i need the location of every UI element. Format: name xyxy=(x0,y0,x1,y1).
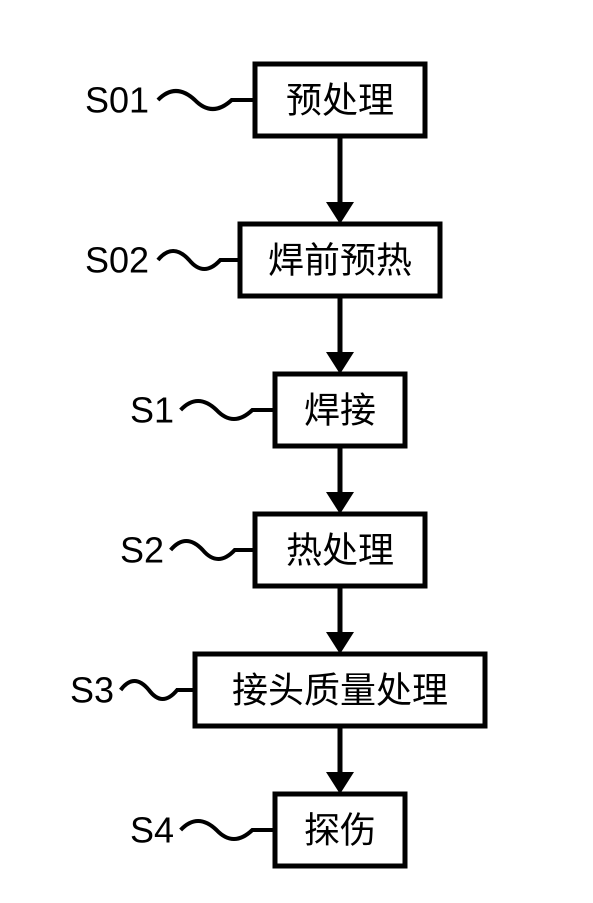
flow-node-S4: 探伤 xyxy=(275,794,405,866)
side-label-text: S4 xyxy=(130,810,174,851)
side-label-text: S2 xyxy=(120,530,164,571)
flow-node-S01: 预处理 xyxy=(255,64,425,136)
node-label: 接头质量处理 xyxy=(232,670,448,711)
node-label: 焊接 xyxy=(304,390,376,431)
node-label: 预处理 xyxy=(286,80,394,121)
flow-node-S2: 热处理 xyxy=(255,514,425,586)
flowchart: 预处理焊前预热焊接热处理接头质量处理探伤 S01 S02 S1 S2 S3 S4 xyxy=(0,0,593,903)
side-label-text: S01 xyxy=(85,80,149,121)
side-label-text: S3 xyxy=(70,670,114,711)
side-label-text: S02 xyxy=(85,240,149,281)
flow-node-S1: 焊接 xyxy=(275,374,405,446)
node-label: 热处理 xyxy=(286,530,394,571)
flow-node-S3: 接头质量处理 xyxy=(195,654,485,726)
node-label: 焊前预热 xyxy=(268,240,412,281)
node-label: 探伤 xyxy=(304,810,376,851)
flow-node-S02: 焊前预热 xyxy=(240,224,440,296)
side-label-text: S1 xyxy=(130,390,174,431)
